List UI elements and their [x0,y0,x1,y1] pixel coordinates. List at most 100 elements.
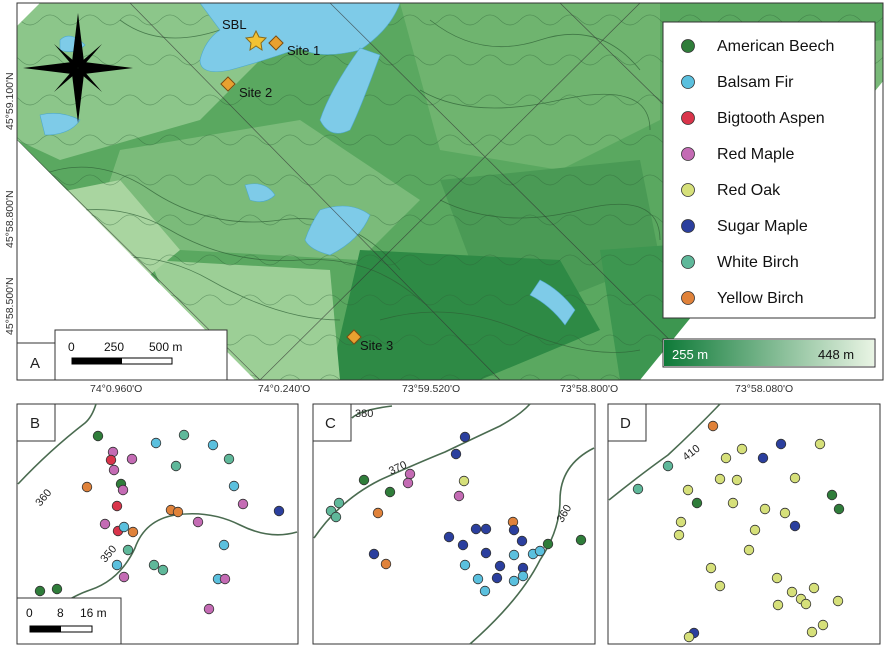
panel-d-tree-red-oak [714,580,726,592]
north-arrow-icon [23,13,133,123]
panel-b-letter: B [30,415,40,432]
panel-c-contours [313,403,595,645]
panel-b-tree-white-birch [148,559,160,571]
sbl-star-icon [244,29,268,52]
site-1-diamond-icon [268,35,284,51]
panel-d-tree-american-beech [833,503,845,515]
site-sbl-label: SBL [222,17,247,32]
panel-c-tree-balsam-fir [459,559,471,571]
panel-c-tree-sugar-maple [450,448,462,460]
panel-d-tree-red-oak [705,562,717,574]
panel-c-tree-white-birch [333,497,345,509]
map-mask-left [17,140,255,380]
panel-d-tree-american-beech [826,489,838,501]
panel-d-tree-red-oak [720,452,732,464]
site-2-diamond-icon [220,76,236,92]
panel-d-tree-red-oak [759,503,771,515]
panel-a: SBL Site 1 Site 2 Site 3 A 0 250 500 m A… [4,0,884,395]
site-3-label: Site 3 [360,338,393,353]
legend-label-american-beech: American Beech [717,38,834,55]
panel-d-tree-red-oak [714,473,726,485]
panel-c: 380 370 360 C [312,403,596,645]
panel-d-tree-red-oak [727,497,739,509]
panel-d-trees [632,420,845,643]
panel-d: 410 D [607,403,881,645]
lat-label-2: 45°58.800'N [4,190,16,248]
panel-b-tree-yellow-birch [127,526,139,538]
legend-label-bigtooth-aspen: Bigtooth Aspen [717,110,825,127]
panel-d-tree-red-oak [683,631,695,643]
panel-b-tree-balsam-fir [228,480,240,492]
panel-c-tree-yellow-birch [380,558,392,570]
lon-label-4: 73°58.800'O [560,383,618,395]
panel-c-tree-white-birch [330,511,342,523]
panel-d-tree-red-oak [806,626,818,638]
legend-label-red-oak: Red Oak [717,182,781,199]
panel-c-tree-sugar-maple [470,523,482,535]
legend-label-sugar-maple: Sugar Maple [717,218,808,235]
lakes [39,3,576,326]
panel-c-tree-sugar-maple [443,531,455,543]
lon-label-1: 74°0.960'O [90,383,142,395]
panel-c-trees [325,431,587,597]
panel-d-tree-white-birch [632,483,644,495]
panel-a-letter: A [30,355,40,372]
panel-c-tree-yellow-birch [372,507,384,519]
panel-d-tree-red-oak [772,599,784,611]
panel-b-tree-red-maple [117,484,129,496]
elevation-colorbar: 255 m 448 m [662,338,876,368]
elevation-min-label: 255 m [672,347,708,362]
site-markers: SBL Site 1 Site 2 Site 3 [220,17,393,353]
panel-b-tree-red-maple [219,573,231,585]
panel-b-tree-american-beech [51,583,63,595]
panel-d-contours [608,403,721,501]
panel-d-tree-red-oak [675,516,687,528]
legend-swatch-balsam-fir [681,75,695,89]
panel-d-tree-red-oak [731,474,743,486]
scale-bar-a: 0 250 500 m [54,329,228,381]
panel-d-tree-red-oak [808,582,820,594]
panel-b-tree-white-birch [178,429,190,441]
panel-c-contour-380: 380 [355,408,373,420]
legend-swatch-bigtooth-aspen [681,111,695,125]
panel-b-tree-bigtooth-aspen [105,454,117,466]
panel-c-tree-red-maple [453,490,465,502]
panel-b-tree-white-birch [122,544,134,556]
panel-b-tree-sugar-maple [273,505,285,517]
scale-a-label-2: 500 m [149,340,182,354]
panel-c-tree-sugar-maple [457,539,469,551]
legend-swatch-yellow-birch [681,291,695,305]
panel-d-tree-red-oak [832,595,844,607]
panel-b-tree-balsam-fir [207,439,219,451]
panel-c-tree-sugar-maple [516,535,528,547]
panel-d-tree-red-oak [814,438,826,450]
panel-d-tree-red-oak [779,507,791,519]
panel-d-tree-red-oak [736,443,748,455]
panel-c-tree-sugar-maple [491,572,503,584]
panel-d-tree-red-oak [682,484,694,496]
panel-d-tree-white-birch [662,460,674,472]
panel-c-tree-balsam-fir [508,549,520,561]
panel-c-tree-red-maple [404,468,416,480]
panel-c-tree-sugar-maple [494,560,506,572]
panel-d-tree-sugar-maple [789,520,801,532]
panel-c-tree-balsam-fir [534,545,546,557]
panel-c-tree-red-oak [458,475,470,487]
panel-c-tree-balsam-fir [517,570,529,582]
panel-d-tree-red-oak [817,619,829,631]
panel-b-tree-balsam-fir [111,559,123,571]
panel-d-tree-sugar-maple [775,438,787,450]
panel-c-letter: C [325,415,336,432]
panel-b-tree-red-maple [237,498,249,510]
panel-b-tree-white-birch [170,460,182,472]
lon-label-3: 73°59.520'O [402,383,460,395]
lat-label-1: 45°59.100'N [4,72,16,130]
panel-b-tree-red-maple [192,516,204,528]
legend-swatch-white-birch [681,255,695,269]
site-3-diamond-icon [346,329,362,345]
panel-b-tree-balsam-fir [118,521,130,533]
panel-d-tree-red-oak [743,544,755,556]
legend-swatch-red-maple [681,147,695,161]
lon-label-5: 73°58.080'O [735,383,793,395]
panel-c-tree-american-beech [358,474,370,486]
